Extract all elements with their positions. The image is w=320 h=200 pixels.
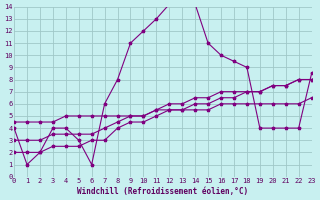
X-axis label: Windchill (Refroidissement éolien,°C): Windchill (Refroidissement éolien,°C) [77, 187, 248, 196]
